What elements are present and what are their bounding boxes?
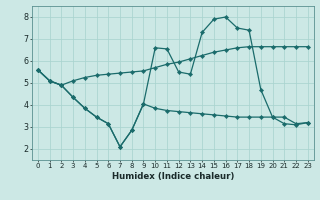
X-axis label: Humidex (Indice chaleur): Humidex (Indice chaleur) — [112, 172, 234, 181]
